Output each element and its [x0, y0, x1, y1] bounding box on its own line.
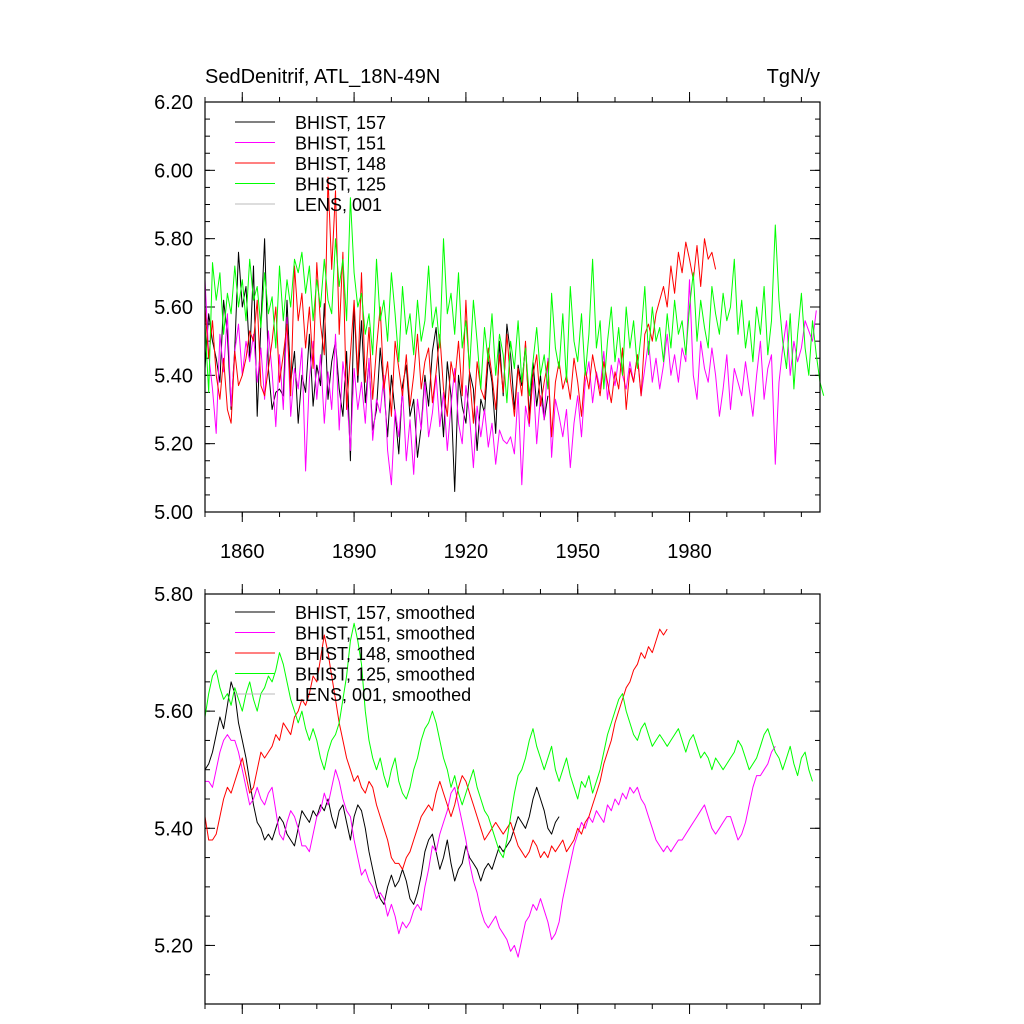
y-tick-label: 5.80	[154, 584, 193, 606]
legend-label-1: BHIST, 151	[295, 134, 386, 154]
bottom-panel-ticks: 5.20 5.40 5.60 5.80	[154, 584, 820, 1014]
series-line-3	[204, 622, 813, 859]
series-line-1	[205, 734, 776, 958]
x-tick-label: 1920	[444, 541, 489, 563]
series-line-1	[204, 279, 817, 486]
x-tick-label: 1980	[667, 541, 712, 563]
y-tick-label: 5.60	[154, 701, 193, 723]
series-line-2	[204, 628, 668, 870]
legend-label-1: BHIST, 151, smoothed	[295, 624, 475, 644]
top-panel-units: TgN/y	[767, 66, 820, 88]
y-tick-label: 5.40	[154, 365, 193, 387]
legend-label-4: LENS, 001	[295, 195, 382, 215]
y-tick-label: 5.80	[154, 229, 193, 251]
legend-label-0: BHIST, 157, smoothed	[295, 603, 475, 623]
top-panel-ticks: 5.00 5.20 5.40 5.60 5.80 6.00 6.20 1860 1890 1920…	[154, 92, 820, 563]
bottom-panel-frame	[204, 593, 821, 1005]
series-line-0	[204, 238, 549, 492]
y-tick-label: 5.60	[154, 297, 193, 319]
series-line-2	[204, 176, 717, 438]
x-tick-label: 1860	[220, 541, 265, 563]
legend-label-2: BHIST, 148	[295, 154, 386, 174]
y-tick-label: 5.00	[154, 502, 193, 524]
y-tick-label: 5.20	[154, 434, 193, 456]
top-panel-series	[204, 176, 825, 492]
series-line-3	[204, 197, 825, 404]
series-line-0	[204, 681, 560, 905]
legend-label-3: BHIST, 125	[295, 175, 386, 195]
legend-label-2: BHIST, 148, smoothed	[295, 644, 475, 664]
top-panel: SedDenitrif, ATL_18N-49N TgN/y 5.005.205…	[154, 66, 825, 563]
top-panel-title: SedDenitrif, ATL_18N-49N	[205, 66, 440, 88]
x-tick-label: 1950	[555, 541, 600, 563]
bottom-panel-series	[204, 622, 813, 958]
y-tick-label: 5.40	[154, 818, 193, 840]
legend-label-3: BHIST, 125, smoothed	[295, 665, 475, 685]
y-tick-label: 6.20	[154, 92, 193, 114]
y-tick-label: 6.00	[154, 160, 193, 182]
top-panel-frame	[204, 101, 821, 513]
y-tick-label: 5.20	[154, 935, 193, 957]
bottom-panel: 5.205.405.605.80 BHIST, 157, smoothedBHI…	[154, 584, 821, 1014]
legend-label-4: LENS, 001, smoothed	[295, 685, 471, 705]
legend-label-0: BHIST, 157	[295, 113, 386, 133]
x-tick-label: 1890	[332, 541, 377, 563]
